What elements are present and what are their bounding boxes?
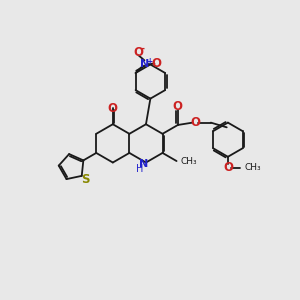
Text: O: O xyxy=(133,46,143,59)
Text: +: + xyxy=(146,57,152,66)
Text: H: H xyxy=(136,164,143,174)
Text: CH₃: CH₃ xyxy=(181,157,197,166)
Text: N: N xyxy=(139,159,148,169)
Text: N: N xyxy=(140,58,149,69)
Text: O: O xyxy=(152,57,162,70)
Text: O: O xyxy=(223,161,233,174)
Text: O: O xyxy=(108,101,118,115)
Text: CH₃: CH₃ xyxy=(244,163,261,172)
Text: O: O xyxy=(190,116,200,128)
Text: S: S xyxy=(81,173,90,186)
Text: O: O xyxy=(173,100,183,112)
Text: -: - xyxy=(141,44,145,54)
